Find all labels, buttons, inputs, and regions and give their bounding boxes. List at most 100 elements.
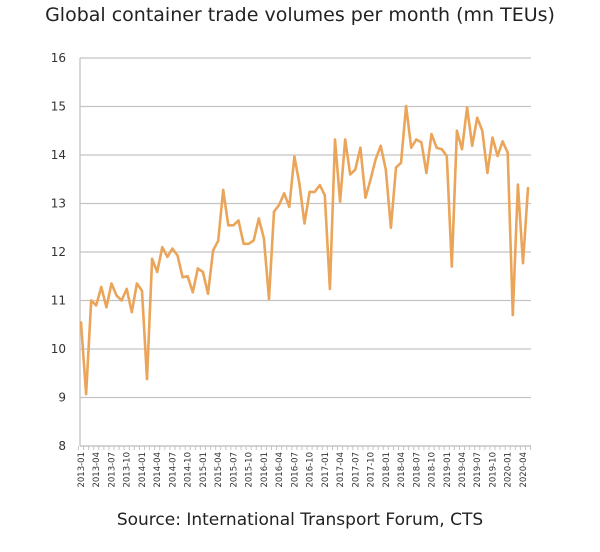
data-point	[272, 210, 276, 213]
x-tick-label: 2018-10	[428, 452, 438, 488]
x-tick-label: 2014-10	[184, 452, 194, 488]
data-point	[303, 222, 306, 225]
data-point	[216, 239, 220, 243]
y-tick-label: 12	[51, 245, 66, 259]
y-tick-label: 16	[51, 51, 66, 65]
x-tick-label: 2018-01	[382, 452, 392, 488]
y-tick-label: 15	[51, 100, 66, 114]
data-point	[201, 270, 205, 274]
x-tick-label: 2017-07	[351, 452, 361, 488]
data-point	[181, 276, 184, 279]
data-point	[277, 203, 281, 207]
data-point	[176, 254, 179, 257]
x-tick-label: 2015-10	[245, 452, 255, 488]
data-point	[120, 299, 123, 302]
data-point	[145, 377, 149, 381]
data-point	[364, 196, 367, 199]
data-point	[420, 141, 423, 144]
data-point	[328, 287, 332, 291]
data-point	[486, 171, 489, 175]
data-point	[100, 285, 103, 289]
data-point	[460, 147, 464, 151]
data-point	[481, 129, 484, 132]
x-tick-label: 2018-04	[397, 452, 407, 488]
data-point	[293, 155, 296, 158]
data-point	[262, 237, 266, 240]
x-tick-label: 2013-10	[123, 452, 133, 488]
data-point	[206, 292, 210, 295]
x-tick-label: 2013-04	[92, 452, 102, 488]
data-point	[166, 255, 169, 259]
data-point	[410, 146, 413, 149]
data-point	[379, 144, 382, 147]
x-tick-label: 2016-10	[306, 452, 316, 488]
data-point	[89, 299, 93, 302]
x-tick-label: 2019-10	[488, 452, 498, 488]
x-tick-label: 2015-04	[214, 452, 224, 488]
data-point	[343, 138, 347, 141]
chart-title: Global container trade volumes per month…	[45, 4, 555, 26]
data-point	[501, 140, 504, 143]
data-point	[211, 249, 215, 252]
y-tick-label: 9	[58, 391, 66, 405]
data-point	[476, 116, 479, 119]
data-point	[399, 161, 403, 164]
data-point	[227, 224, 230, 227]
x-tick-label: 2014-07	[168, 452, 178, 488]
y-tick-label: 11	[51, 294, 66, 308]
data-point	[298, 182, 301, 185]
data-point	[374, 158, 377, 161]
data-point	[196, 267, 200, 270]
data-point	[135, 282, 139, 285]
data-point	[455, 129, 459, 132]
data-point	[465, 106, 469, 109]
data-point	[470, 144, 474, 147]
data-point	[384, 168, 387, 171]
y-tick-label: 14	[51, 148, 66, 162]
x-tick-label: 2020-04	[519, 452, 529, 488]
x-tick-label: 2014-04	[153, 452, 163, 488]
chart-source: Source: International Transport Forum, C…	[116, 510, 484, 530]
data-point	[84, 392, 88, 396]
data-point	[283, 192, 286, 195]
data-point	[222, 188, 225, 192]
x-tick-label: 2017-10	[367, 452, 377, 488]
data-point	[313, 190, 316, 194]
x-tick-label: 2018-07	[412, 452, 422, 488]
data-point	[440, 147, 443, 151]
data-point	[496, 154, 499, 158]
data-point	[79, 321, 83, 324]
data-point	[288, 205, 291, 209]
data-point	[359, 146, 362, 149]
data-point	[95, 304, 98, 307]
data-point	[257, 217, 260, 220]
data-point	[369, 178, 372, 181]
data-point	[354, 168, 357, 171]
data-point	[252, 239, 255, 242]
data-point	[445, 154, 448, 158]
data-point	[150, 257, 154, 260]
x-tick-label: 2015-01	[199, 452, 209, 488]
x-tick-label: 2020-01	[504, 452, 514, 488]
data-point	[349, 173, 352, 176]
x-tick-label: 2015-07	[229, 452, 239, 488]
data-point	[506, 151, 509, 154]
data-point	[140, 289, 144, 292]
data-point	[186, 275, 189, 278]
x-tick-label: 2017-04	[336, 452, 346, 488]
data-point	[333, 138, 337, 141]
x-tick-label: 2017-01	[321, 452, 331, 488]
data-point	[511, 313, 514, 317]
x-tick-label: 2019-01	[443, 452, 453, 488]
x-tick-label: 2014-01	[138, 452, 148, 488]
data-point	[516, 183, 520, 186]
data-point	[161, 245, 164, 249]
data-point	[171, 247, 174, 250]
data-point	[308, 190, 311, 194]
data-point	[237, 219, 240, 222]
x-tick-label: 2016-04	[275, 452, 285, 488]
data-point	[105, 306, 108, 309]
data-point	[110, 282, 113, 285]
data-point	[389, 226, 393, 229]
x-tick-label: 2019-04	[458, 452, 468, 488]
